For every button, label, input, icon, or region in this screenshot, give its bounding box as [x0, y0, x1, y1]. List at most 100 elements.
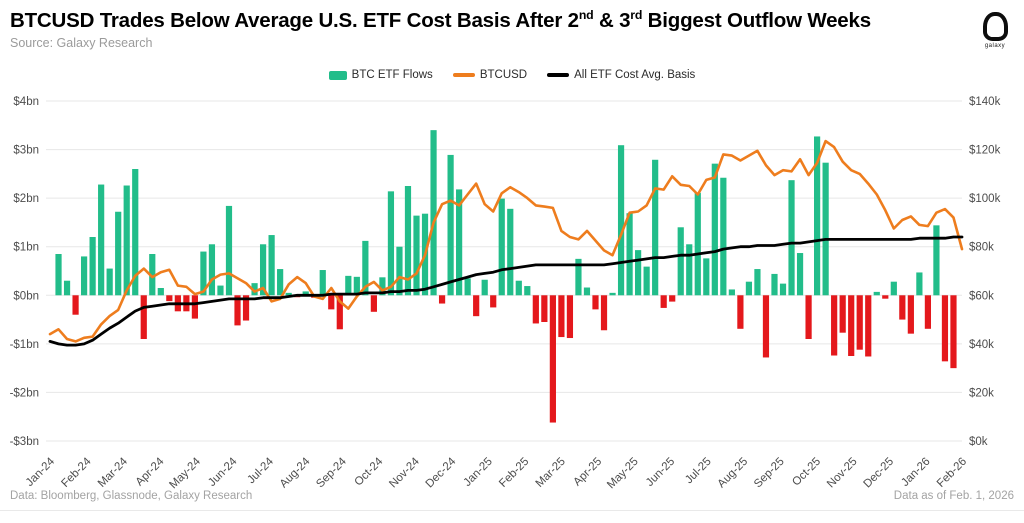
outflow-bar	[805, 295, 812, 339]
inflow-bar	[515, 280, 522, 296]
outflow-bar	[191, 295, 198, 319]
inflow-bar	[98, 184, 105, 296]
x-axis-tick-label: Nov-24	[387, 455, 422, 490]
x-axis-tick-label: Jun-24	[206, 455, 240, 489]
right-axis-tick-label: $0k	[969, 436, 988, 448]
left-axis-tick-label: $2bn	[13, 193, 39, 205]
inflow-bar	[711, 163, 718, 296]
flows-swatch-icon	[328, 70, 347, 80]
left-axis-tick-label: $4bn	[13, 96, 39, 108]
inflow-bar	[89, 237, 96, 296]
title-part: Biggest Outflow Weeks	[642, 8, 871, 32]
outflow-bar	[592, 295, 599, 310]
x-axis-tick-label: Jan-24	[24, 455, 58, 489]
inflow-bar	[703, 258, 710, 296]
inflow-bar	[115, 211, 122, 296]
inflow-bar	[200, 251, 207, 296]
inflow-bar	[745, 281, 753, 296]
x-axis-tick-label: Jul-24	[245, 455, 276, 486]
x-axis-tick-label: Mar-24	[96, 455, 131, 490]
outflow-bar	[848, 295, 855, 356]
outflow-bar	[72, 295, 79, 315]
outflow-bar	[831, 295, 838, 356]
x-axis-tick-label: Dec-25	[861, 456, 896, 491]
inflow-bar	[456, 189, 463, 296]
inflow-bar	[379, 277, 386, 296]
legend: BTC ETF Flows BTCUSD All ETF Cost Avg. B…	[0, 69, 1024, 81]
outflow-bar	[234, 295, 241, 326]
inflow-bar	[916, 272, 923, 296]
inflow-bar	[481, 279, 488, 296]
inflow-bar	[251, 283, 258, 296]
inflow-bar	[788, 180, 795, 296]
left-axis-tick-label: $1bn	[13, 242, 39, 254]
x-axis-tick-label: Aug-24	[278, 455, 313, 490]
inflow-bar	[524, 286, 531, 296]
inflow-bar	[720, 177, 727, 296]
inflow-bar	[694, 192, 701, 296]
outflow-bar	[473, 295, 480, 317]
inflow-bar	[55, 254, 62, 296]
right-axis-tick-label: $80k	[969, 242, 994, 254]
footer-as-of-date: Data as of Feb. 1, 2026	[893, 490, 1014, 502]
inflow-bar	[464, 278, 471, 296]
title-part: BTCUSD Trades Below Average U.S. ETF Cos…	[10, 8, 579, 32]
x-axis-tick-label: Feb-26	[935, 456, 969, 490]
inflow-bar	[686, 244, 693, 296]
inflow-bar	[345, 275, 352, 296]
outflow-bar	[907, 295, 914, 334]
outflow-bar	[438, 295, 446, 304]
galaxy-logo: galaxy	[978, 12, 1012, 49]
outflow-bar	[737, 295, 744, 329]
x-axis-tick-label: Apr-25	[571, 456, 604, 489]
inflow-bar	[873, 291, 880, 296]
inflow-bar	[677, 227, 684, 296]
inflow-bar	[302, 291, 309, 296]
x-axis-tick-label: May-24	[167, 455, 203, 491]
inflow-bar	[626, 213, 633, 296]
outflow-bar	[336, 295, 343, 330]
btcusd-line	[48, 139, 964, 343]
x-axis-tick-label: Apr-24	[134, 455, 167, 488]
outflow-bar	[566, 295, 574, 339]
inflow-bar	[225, 205, 233, 296]
inflow-bar	[404, 186, 412, 296]
inflow-bar	[447, 154, 454, 296]
btcusd-swatch-icon	[452, 73, 475, 77]
outflow-bar	[941, 295, 949, 362]
galaxy-logo-icon	[982, 12, 1008, 41]
inflow-bar	[890, 281, 897, 296]
title-part: & 3	[593, 8, 631, 32]
inflow-bar	[822, 162, 829, 296]
legend-label: BTC ETF Flows	[351, 69, 433, 81]
x-axis-tick-label: Mar-25	[534, 456, 568, 490]
inflow-bar	[933, 225, 940, 296]
x-axis-tick-label: Aug-25	[716, 456, 751, 491]
inflow-bar	[387, 191, 395, 296]
inflow-bar	[652, 159, 659, 296]
inflow-bar	[507, 208, 514, 296]
x-axis-tick-label: Sep-25	[752, 456, 787, 491]
inflow-bar	[771, 273, 778, 296]
x-axis-tick-label: Jun-25	[644, 456, 677, 489]
right-axis-tick-label: $60k	[969, 290, 994, 302]
outflow-bar	[950, 295, 957, 369]
inflow-bar	[728, 289, 735, 296]
outflow-bar	[669, 295, 676, 302]
inflow-bar	[413, 215, 420, 296]
inflow-bar	[80, 256, 88, 296]
cost-basis-line	[48, 235, 964, 347]
left-axis-tick-label: $3bn	[13, 145, 39, 157]
inflow-bar	[643, 266, 650, 296]
x-axis-tick-label: Feb-24	[59, 455, 94, 490]
inflow-bar	[779, 283, 787, 296]
outflow-bar	[600, 295, 608, 331]
right-axis-tick-label: $140k	[969, 96, 1001, 108]
inflow-bar	[277, 269, 284, 296]
inflow-bar	[396, 246, 403, 296]
outflow-bar	[865, 295, 872, 357]
inflow-bar	[259, 244, 267, 296]
inflow-bar	[583, 287, 591, 296]
